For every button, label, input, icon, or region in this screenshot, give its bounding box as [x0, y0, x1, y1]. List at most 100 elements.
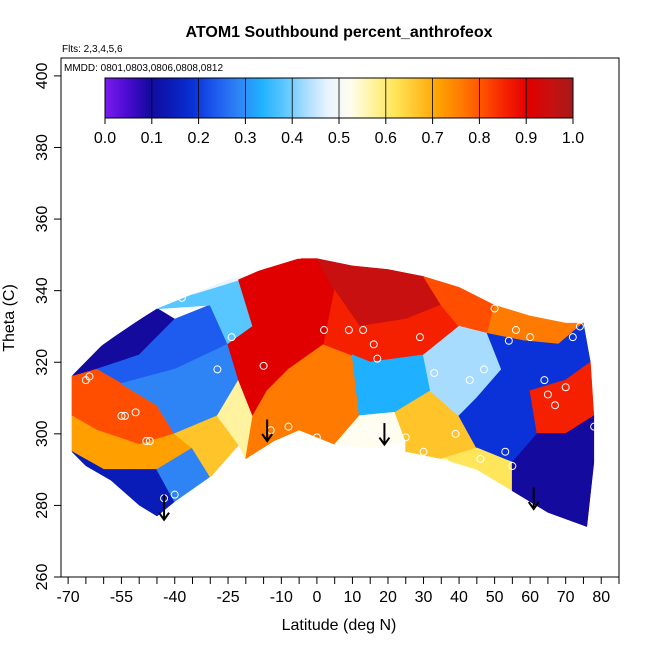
flight-point	[511, 326, 520, 335]
x-tick-label: 0	[312, 589, 321, 606]
arrow-head	[527, 501, 540, 511]
y-tick-label: 400	[34, 62, 51, 89]
y-tick-label: 320	[34, 349, 51, 376]
x-axis: -70 -55 -40 -25 -10 0 10 20 30 40 50 60 70 80	[57, 577, 620, 606]
field-region	[439, 447, 513, 492]
flight-point	[142, 436, 151, 445]
colorbar-tick-label: 0.6	[375, 130, 397, 147]
flight-point	[590, 422, 599, 431]
flight-point	[440, 458, 449, 467]
x-tick-label: -10	[270, 589, 293, 606]
field-region	[71, 451, 176, 517]
y-tick-label: 280	[34, 492, 51, 519]
flight-point	[359, 326, 368, 335]
flight-point	[575, 322, 584, 331]
y-tick-label: 300	[34, 420, 51, 447]
colorbar-tick-label: 0.9	[515, 130, 537, 147]
flight-point	[430, 368, 439, 377]
y-tick-label: 340	[34, 277, 51, 304]
flight-point	[120, 411, 129, 420]
flight-point	[259, 361, 268, 370]
colorbar-tick-label: 0.1	[141, 130, 163, 147]
colorbar-tick-label: 0.2	[187, 130, 209, 147]
x-tick-label: 50	[486, 589, 504, 606]
flight-point	[177, 293, 186, 302]
x-axis-label: Latitude (deg N)	[282, 617, 397, 634]
flight-point	[227, 333, 236, 342]
colorbar-tick-label: 0.4	[281, 130, 303, 147]
flight-point	[476, 454, 485, 463]
flight-point	[344, 326, 353, 335]
flight-point	[561, 383, 570, 392]
dates-subtitle: MMDD: 0801,0803,0806,0808,0812	[64, 63, 223, 74]
arrows	[158, 419, 540, 522]
flights-subtitle: Flts: 2,3,4,5,6	[62, 44, 123, 55]
flight-point	[540, 376, 549, 385]
field-region	[173, 415, 240, 478]
flight-point	[213, 365, 222, 374]
flight-point	[369, 429, 378, 438]
x-tick-label: 30	[415, 589, 433, 606]
flight-point	[551, 401, 560, 410]
x-tick-label: 70	[557, 589, 575, 606]
flight-point	[479, 365, 488, 374]
flight-point	[465, 376, 474, 385]
x-tick-label: 40	[450, 589, 468, 606]
flight-point	[490, 304, 499, 313]
y-tick-label: 380	[34, 134, 51, 161]
flight-point	[85, 372, 94, 381]
flight-point	[526, 333, 535, 342]
colorbar: 0.0 0.1 0.2 0.3 0.4 0.5 0.6 0.7 0.8 0.9 1.0	[94, 77, 584, 147]
flight-point	[312, 433, 321, 442]
colorbar-tick-label: 0.0	[94, 130, 116, 147]
colorbar-dividers	[104, 78, 574, 124]
flight-point	[117, 411, 126, 420]
chart-title: ATOM1 Southbound percent_anthrofeox	[186, 24, 493, 41]
flight-point	[501, 447, 510, 456]
colorbar-tick-label: 0.7	[421, 130, 443, 147]
x-tick-label: -70	[57, 589, 80, 606]
flight-point	[419, 447, 428, 456]
flight-point	[348, 429, 357, 438]
flight-point	[373, 354, 382, 363]
flight-point	[451, 429, 460, 438]
flight-point	[145, 436, 154, 445]
colorbar-tick-label: 0.8	[468, 130, 490, 147]
y-tick-label: 260	[34, 564, 51, 591]
arrow-head	[158, 512, 170, 522]
y-axis: 260 280 300 320 340 360 380 400	[34, 62, 61, 590]
arrow-head	[378, 436, 391, 447]
x-tick-label: 60	[521, 589, 539, 606]
flight-point	[295, 250, 304, 259]
flight-point	[234, 454, 243, 463]
x-tick-label: 80	[592, 589, 610, 606]
flight-point	[415, 333, 424, 342]
x-tick-label: 20	[379, 589, 397, 606]
flight-point	[543, 390, 552, 399]
x-tick-label: 10	[344, 589, 362, 606]
flight-point	[170, 490, 179, 499]
flight-point	[593, 522, 602, 531]
x-tick-label: -25	[216, 589, 239, 606]
plot-frame	[60, 57, 620, 578]
flight-point	[320, 326, 329, 335]
colorbar-tick-label: 0.3	[234, 130, 256, 147]
flight-point	[401, 433, 410, 442]
y-axis-label: Theta (C)	[1, 284, 18, 352]
arrow-head	[261, 433, 273, 443]
flight-point	[508, 462, 517, 471]
colorbar-tick-label: 0.5	[328, 130, 350, 147]
x-tick-label: -40	[163, 589, 186, 606]
colorbar-labels: 0.0 0.1 0.2 0.3 0.4 0.5 0.6 0.7 0.8 0.9 1.0	[94, 130, 584, 147]
x-tick-label: -55	[110, 589, 133, 606]
flight-point	[284, 422, 293, 431]
flight-point	[568, 333, 577, 342]
y-tick-label: 360	[34, 206, 51, 233]
flight-points	[81, 250, 602, 531]
field-layer	[71, 258, 595, 527]
colorbar-tick-label: 1.0	[562, 130, 584, 147]
flight-point	[369, 340, 378, 349]
flight-point	[131, 408, 140, 417]
flight-point	[504, 336, 513, 345]
